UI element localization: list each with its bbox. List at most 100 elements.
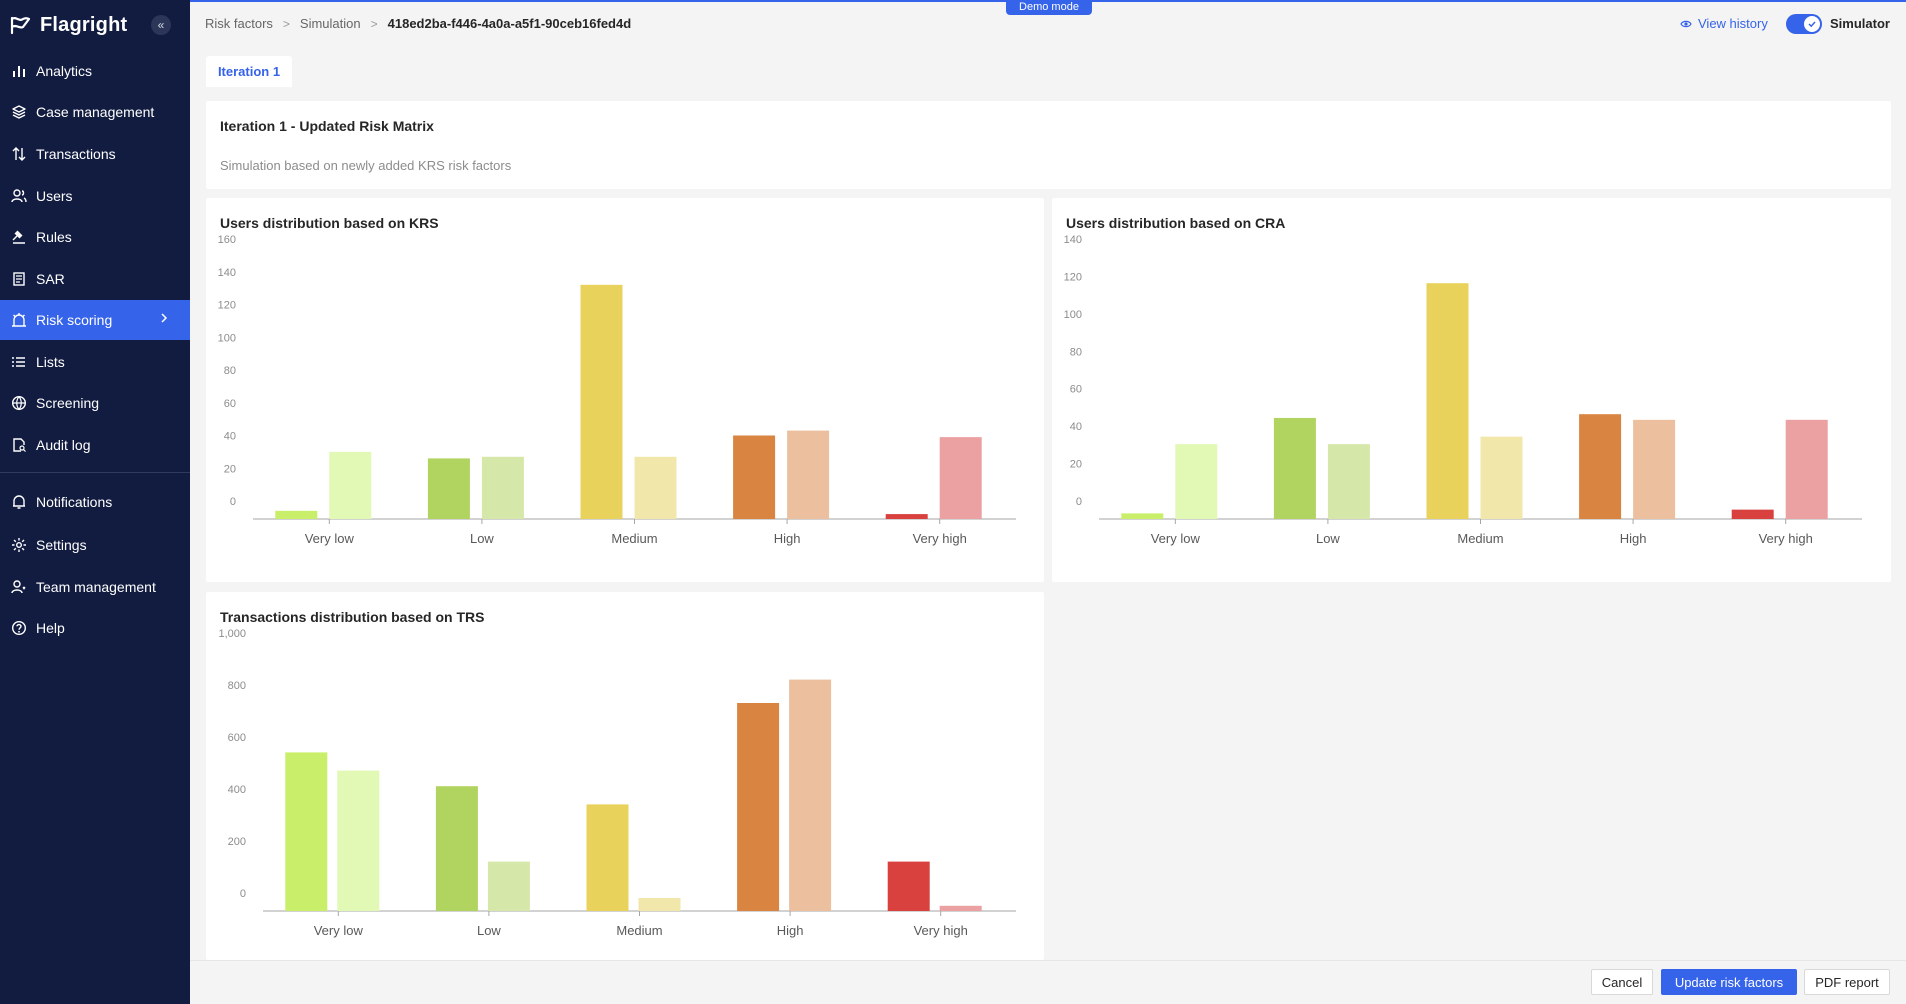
sidebar-item-audit-log[interactable]: Audit log <box>0 425 190 465</box>
chart-title: Transactions distribution based on TRS <box>220 609 485 625</box>
bar-medium-after <box>1480 436 1523 519</box>
cancel-button[interactable]: Cancel <box>1591 969 1653 995</box>
x-tick-label: Very high <box>1759 531 1813 546</box>
cra-chart-panel: Users distribution based on CRA 0 20 40 60 8… <box>1052 198 1891 582</box>
x-tick-label: Medium <box>616 923 662 938</box>
y-tick-label: 80 <box>224 365 236 377</box>
help-icon <box>11 620 27 636</box>
sidebar-item-users[interactable]: Users <box>0 176 190 216</box>
bar-low-after <box>481 456 524 519</box>
sidebar-item-risk-scoring[interactable]: Risk scoring <box>0 300 190 340</box>
simulator-label: Simulator <box>1830 16 1890 31</box>
bar-high-before <box>737 703 780 911</box>
sidebar-item-label: Audit log <box>36 437 91 453</box>
bar-very-high-after <box>1785 419 1828 519</box>
breadcrumb-simulation[interactable]: Simulation <box>299 16 361 31</box>
bar-high-before <box>733 435 776 519</box>
bar-high-after <box>1633 419 1676 519</box>
y-tick-label: 140 <box>218 267 236 279</box>
sidebar-item-label: Rules <box>36 229 72 245</box>
bar-high-before <box>1579 414 1622 519</box>
sidebar-item-label: Analytics <box>36 63 93 79</box>
y-tick-label: 140 <box>1064 234 1082 246</box>
bar-very-high-before <box>885 514 928 519</box>
x-tick-label: Very low <box>314 923 364 938</box>
chevron-right-icon <box>161 313 168 323</box>
gavel-icon <box>12 230 25 244</box>
collapse-sidebar-button[interactable]: « <box>151 15 171 35</box>
chevron-right-icon: > <box>282 16 290 31</box>
sidebar-item-team-management[interactable]: Team management <box>0 567 190 607</box>
x-tick-label: High <box>777 923 804 938</box>
bar-very-high-after <box>939 437 982 519</box>
sidebar-item-sar[interactable]: SAR <box>0 259 190 299</box>
layers-icon <box>12 105 26 119</box>
sidebar-item-lists[interactable]: Lists <box>0 342 190 382</box>
double-chevron-left-icon: « <box>157 18 165 32</box>
x-tick-label: Medium <box>611 531 657 546</box>
check-icon <box>1808 21 1816 28</box>
document-icon <box>13 272 25 286</box>
krs-bar-chart: 0 20 40 60 80 100 120 140 160 Very low Low Medium Hi… <box>218 234 1016 546</box>
pdf-report-button[interactable]: PDF report <box>1804 969 1890 995</box>
x-tick-label: Very high <box>914 923 968 938</box>
x-tick-label: High <box>774 531 801 546</box>
sidebar-item-label: Settings <box>36 537 87 553</box>
x-tick-label: Very high <box>913 531 967 546</box>
bar-medium-after <box>634 456 677 519</box>
bar-low-before <box>435 786 478 911</box>
update-risk-factors-button[interactable]: Update risk factors <box>1661 969 1797 995</box>
sidebar-item-settings[interactable]: Settings <box>0 525 190 565</box>
y-tick-label: 120 <box>218 300 236 312</box>
demo-mode-badge: Demo mode <box>1006 0 1092 15</box>
y-tick-label: 120 <box>1064 271 1082 283</box>
tab-iteration-1[interactable]: Iteration 1 <box>206 56 292 87</box>
view-history-link[interactable]: View history <box>1680 16 1768 31</box>
y-tick-label: 100 <box>1064 309 1082 321</box>
brand-name: Flagright <box>40 13 128 36</box>
flagright-logo-icon <box>10 16 31 35</box>
sidebar-item-help[interactable]: Help <box>0 608 190 648</box>
sidebar-item-label: Screening <box>36 395 100 411</box>
summary-title: Iteration 1 - Updated Risk Matrix <box>220 118 434 134</box>
x-tick-label: Low <box>1316 531 1340 546</box>
sidebar-item-label: Team management <box>36 579 156 595</box>
sidebar-item-transactions[interactable]: Transactions <box>0 134 190 174</box>
y-tick-label: 40 <box>224 431 236 443</box>
brand-logo[interactable]: Flagright <box>10 12 127 38</box>
krs-chart-panel: Users distribution based on KRS 0 20 40 60 8… <box>206 198 1044 582</box>
team-icon <box>11 580 26 594</box>
bar-low-before <box>427 458 470 519</box>
y-tick-label: 20 <box>224 463 236 475</box>
arrows-updown-icon <box>12 147 26 161</box>
y-tick-label: 400 <box>228 784 246 796</box>
y-tick-label: 800 <box>228 680 246 692</box>
sidebar-item-case-management[interactable]: Case management <box>0 92 190 132</box>
cra-bar-chart: 0 20 40 60 80 100 120 140 Very low Low Medium High V… <box>1064 234 1862 546</box>
trs-chart-panel: Transactions distribution based on TRS 0… <box>206 592 1044 960</box>
bar-low-before <box>1273 417 1316 519</box>
x-tick-label: Low <box>470 531 494 546</box>
y-tick-label: 60 <box>1070 384 1082 396</box>
sidebar-item-label: Help <box>36 620 65 636</box>
bar-very-low-after <box>329 451 372 519</box>
sidebar-item-label: Risk scoring <box>36 312 113 328</box>
bar-very-low-after <box>337 770 380 911</box>
sidebar: Flagright « Analytics Case management Tr… <box>0 0 190 1004</box>
breadcrumb: Risk factors > Simulation > 418ed2ba-f44… <box>205 16 631 31</box>
sidebar-item-notifications[interactable]: Notifications <box>0 482 190 522</box>
bar-low-after <box>487 861 530 911</box>
breadcrumb-risk-factors[interactable]: Risk factors <box>205 16 273 31</box>
sidebar-item-analytics[interactable]: Analytics <box>0 51 190 91</box>
chart-title: Users distribution based on CRA <box>1066 215 1286 231</box>
y-tick-label: 100 <box>218 332 236 344</box>
sidebar-item-rules[interactable]: Rules <box>0 217 190 257</box>
sidebar-item-screening[interactable]: Screening <box>0 383 190 423</box>
bar-very-low-before <box>1121 513 1164 519</box>
view-history-label: View history <box>1698 16 1768 31</box>
bar-medium-before <box>1426 283 1469 519</box>
x-tick-label: Low <box>477 923 501 938</box>
globe-icon <box>11 395 27 411</box>
simulator-toggle[interactable] <box>1786 14 1822 34</box>
trs-bar-chart: 0 200 400 600 800 1,000 Very low Low Medium High V… <box>218 628 1016 938</box>
